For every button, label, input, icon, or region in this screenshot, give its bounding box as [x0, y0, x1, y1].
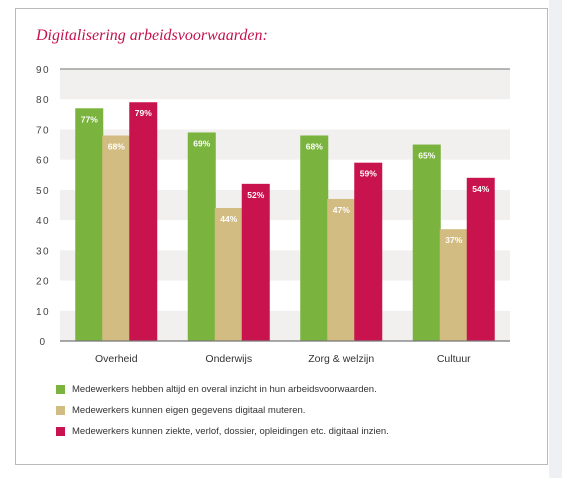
y-tick-label: 0	[39, 337, 46, 348]
legend-label-inzien: Medewerkers kunnen ziekte, verlof, dossi…	[72, 426, 389, 437]
legend-label-muteren: Medewerkers kunnen eigen gegevens digita…	[72, 405, 306, 416]
y-tick-label: 90	[36, 65, 50, 76]
bar	[75, 108, 104, 342]
y-tick-label: 30	[36, 246, 50, 257]
x-category-label: Cultuur	[437, 353, 471, 365]
y-tick-label: 40	[36, 216, 50, 227]
bar-value-label: 44%	[220, 214, 237, 224]
bar-value-label: 37%	[445, 235, 462, 245]
legend-item-muteren: Medewerkers kunnen eigen gegevens digita…	[56, 405, 389, 426]
bar	[300, 135, 329, 341]
x-category-label: Onderwijs	[205, 353, 252, 365]
bar	[241, 183, 270, 341]
bar	[466, 177, 495, 341]
bar-value-label: 52%	[247, 190, 264, 200]
bar-value-label: 65%	[418, 151, 435, 161]
bar	[187, 132, 216, 341]
grid-band	[60, 69, 510, 100]
bar-value-label: 47%	[333, 205, 350, 215]
y-tick-label: 10	[36, 307, 50, 318]
chart-title: Digitalisering arbeidsvoorwaarden:	[36, 27, 268, 44]
bar-value-label: 79%	[135, 108, 152, 118]
y-tick-label: 70	[36, 125, 50, 136]
legend-item-inzien: Medewerkers kunnen ziekte, verlof, dossi…	[56, 426, 389, 447]
bar	[327, 198, 356, 341]
y-tick-label: 60	[36, 156, 50, 167]
page-edge-strip	[549, 0, 562, 478]
bar-value-label: 68%	[108, 141, 125, 151]
bar	[354, 162, 383, 341]
bar-value-label: 69%	[193, 138, 210, 148]
y-tick-label: 50	[36, 186, 50, 197]
bar-value-label: 68%	[306, 141, 323, 151]
chart-legend: Medewerkers hebben altijd en overal inzi…	[56, 384, 389, 447]
bar-value-label: 59%	[360, 169, 377, 179]
bar-value-label: 77%	[81, 114, 98, 124]
y-tick-label: 20	[36, 277, 50, 288]
x-category-label: Overheid	[95, 353, 138, 365]
bar	[412, 144, 441, 341]
x-category-label: Zorg & welzijn	[308, 353, 374, 365]
legend-swatch-green	[56, 385, 65, 394]
bar	[102, 135, 131, 341]
bar-value-label: 54%	[472, 184, 489, 194]
y-tick-label: 80	[36, 95, 50, 106]
legend-swatch-tan	[56, 406, 65, 415]
legend-label-inzicht: Medewerkers hebben altijd en overal inzi…	[72, 384, 377, 395]
bar	[439, 229, 468, 341]
bar	[129, 102, 158, 341]
bar	[214, 208, 243, 341]
legend-item-inzicht: Medewerkers hebben altijd en overal inzi…	[56, 384, 389, 405]
legend-swatch-red	[56, 427, 65, 436]
